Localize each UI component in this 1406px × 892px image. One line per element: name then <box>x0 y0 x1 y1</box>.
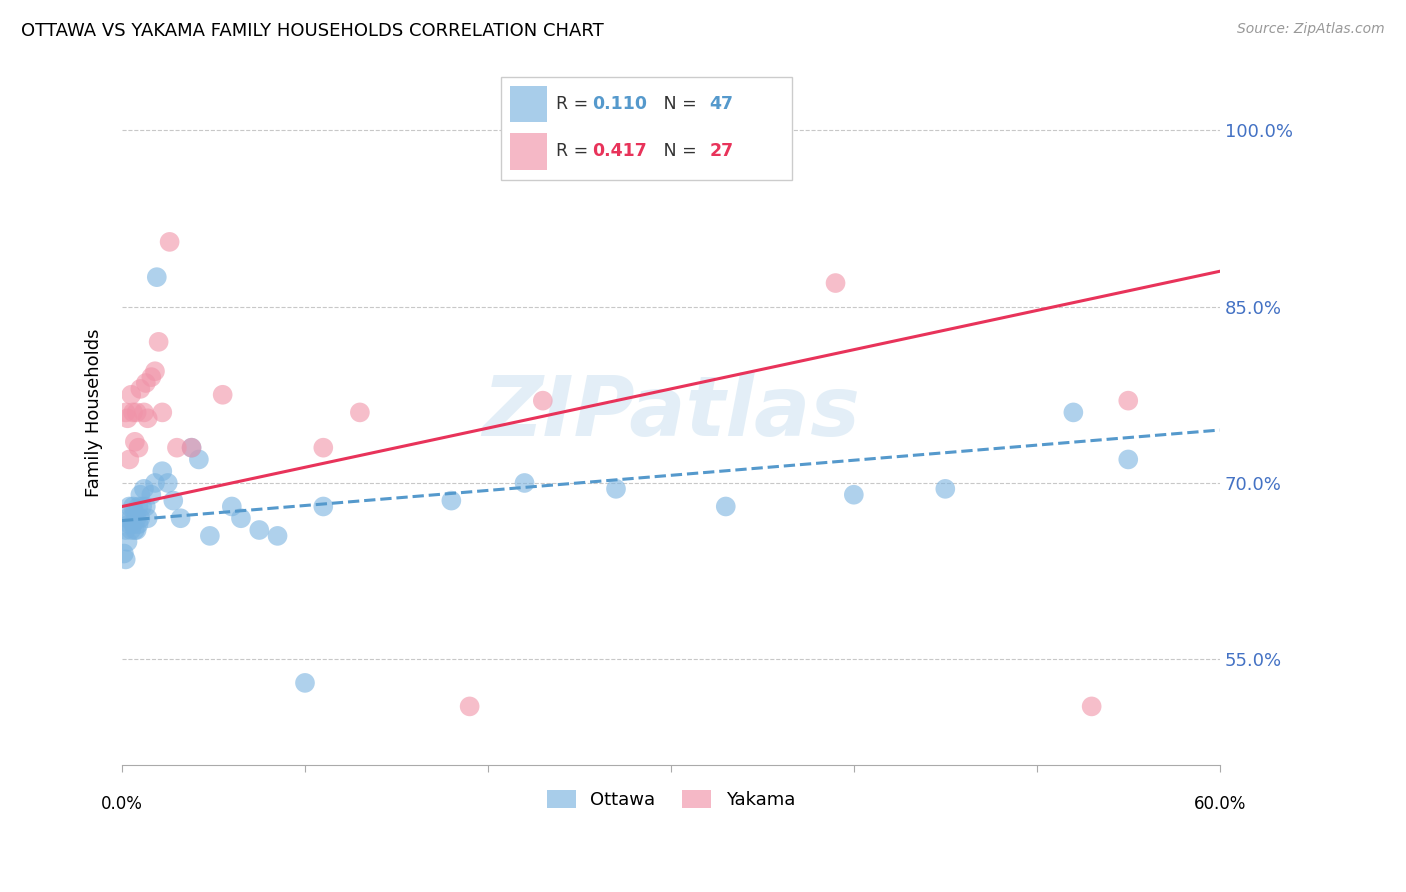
Point <box>824 276 846 290</box>
Point <box>221 500 243 514</box>
Point <box>211 388 233 402</box>
Point <box>605 482 627 496</box>
Legend: Ottawa, Yakama: Ottawa, Yakama <box>540 782 803 816</box>
Point <box>458 699 481 714</box>
Point <box>159 235 181 249</box>
Point <box>114 405 136 419</box>
Point <box>1116 452 1139 467</box>
Text: 0.417: 0.417 <box>592 143 647 161</box>
Y-axis label: Family Households: Family Households <box>86 328 103 497</box>
Point <box>349 405 371 419</box>
Text: Source: ZipAtlas.com: Source: ZipAtlas.com <box>1237 22 1385 37</box>
Point <box>150 405 173 419</box>
Point <box>117 411 139 425</box>
Point <box>125 511 148 525</box>
Point <box>169 511 191 525</box>
Point <box>117 534 139 549</box>
Point <box>180 441 202 455</box>
Point <box>114 523 136 537</box>
Point <box>143 364 166 378</box>
Point <box>120 523 142 537</box>
Point <box>114 552 136 566</box>
Text: 27: 27 <box>709 143 734 161</box>
Text: 0.110: 0.110 <box>592 95 647 113</box>
Point <box>132 405 155 419</box>
Point <box>120 388 142 402</box>
Point <box>125 405 148 419</box>
Point <box>187 452 209 467</box>
Point <box>156 475 179 490</box>
Point <box>136 411 159 425</box>
Point <box>128 441 150 455</box>
Point <box>247 523 270 537</box>
Point <box>180 441 202 455</box>
Point <box>143 475 166 490</box>
Text: 60.0%: 60.0% <box>1194 795 1246 813</box>
FancyBboxPatch shape <box>501 78 792 179</box>
FancyBboxPatch shape <box>509 86 547 122</box>
Point <box>166 441 188 455</box>
Text: 47: 47 <box>709 95 734 113</box>
Point <box>146 270 169 285</box>
Point <box>294 676 316 690</box>
Point <box>135 376 157 390</box>
Point <box>531 393 554 408</box>
Point <box>128 517 150 532</box>
FancyBboxPatch shape <box>509 133 547 169</box>
Point <box>1116 393 1139 408</box>
Point <box>132 482 155 496</box>
Point <box>150 464 173 478</box>
Text: N =: N = <box>647 143 702 161</box>
Point <box>120 511 142 525</box>
Point <box>118 517 141 532</box>
Text: R =: R = <box>555 143 593 161</box>
Text: OTTAWA VS YAKAMA FAMILY HOUSEHOLDS CORRELATION CHART: OTTAWA VS YAKAMA FAMILY HOUSEHOLDS CORRE… <box>21 22 603 40</box>
Point <box>125 523 148 537</box>
Text: N =: N = <box>647 95 702 113</box>
Point <box>312 441 335 455</box>
Point <box>312 500 335 514</box>
Point <box>136 511 159 525</box>
Point <box>124 434 146 449</box>
Point <box>141 488 163 502</box>
Text: 0.0%: 0.0% <box>101 795 143 813</box>
Point <box>162 493 184 508</box>
Point <box>124 505 146 519</box>
Point <box>135 500 157 514</box>
Point <box>129 511 152 525</box>
Point <box>198 529 221 543</box>
Point <box>141 370 163 384</box>
Point <box>129 382 152 396</box>
Point <box>122 517 145 532</box>
Point <box>112 547 135 561</box>
Point <box>440 493 463 508</box>
Point <box>842 488 865 502</box>
Point <box>1062 405 1084 419</box>
Point <box>131 500 153 514</box>
Point <box>117 511 139 525</box>
Point <box>124 523 146 537</box>
Point <box>129 488 152 502</box>
Point <box>118 452 141 467</box>
Point <box>128 500 150 514</box>
Point <box>1080 699 1102 714</box>
Point <box>714 500 737 514</box>
Point <box>229 511 252 525</box>
Text: ZIPatlas: ZIPatlas <box>482 372 860 453</box>
Point <box>122 500 145 514</box>
Text: R =: R = <box>555 95 593 113</box>
Point <box>122 405 145 419</box>
Point <box>266 529 288 543</box>
Point <box>934 482 956 496</box>
Point <box>513 475 536 490</box>
Point <box>148 334 170 349</box>
Point <box>118 500 141 514</box>
